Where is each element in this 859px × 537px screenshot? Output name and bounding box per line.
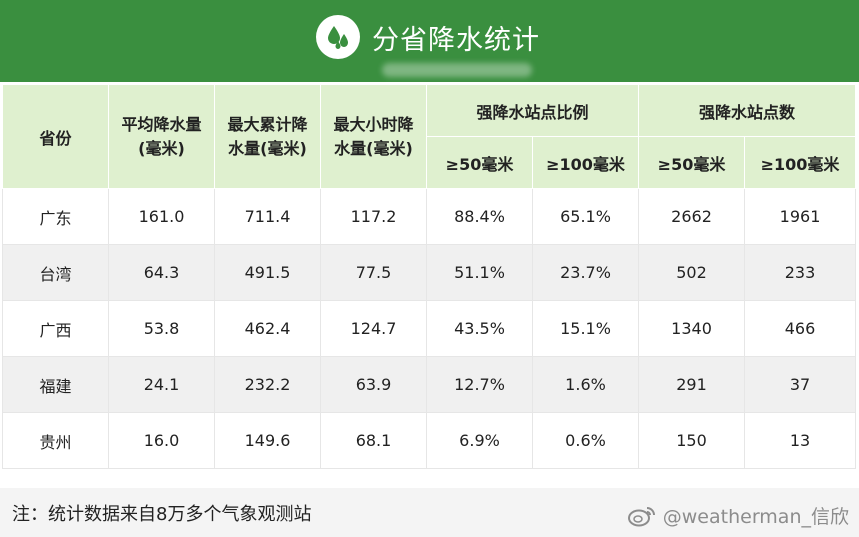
header-ratio-50: ≥50毫米 [426,136,533,189]
cell-count-100: 37 [744,356,857,413]
cell-ratio-50: 88.4% [426,188,533,245]
header-count-50: ≥50毫米 [638,136,746,189]
cell-ratio-50: 51.1% [426,244,533,301]
cell-province: 台湾 [2,244,109,301]
precipitation-table: 省份 平均降水量 (毫米) 最大累计降 水量(毫米) 最大小时降 水量(毫米) … [2,84,857,469]
cell-max-hourly: 124.7 [320,300,427,357]
cell-avg: 24.1 [108,356,215,413]
table-row: 贵州 16.0 149.6 68.1 6.9% 0.6% 150 13 [2,412,857,469]
header-province: 省份 [2,84,109,189]
cell-province: 广西 [2,300,109,357]
cell-max-hourly: 63.9 [320,356,427,413]
table-header-row: 省份 平均降水量 (毫米) 最大累计降 水量(毫米) 最大小时降 水量(毫米) … [2,84,857,189]
cell-province: 福建 [2,356,109,413]
cell-count-50: 150 [638,412,746,469]
cell-avg: 161.0 [108,188,215,245]
cell-max-cumulative: 491.5 [214,244,321,301]
cell-count-50: 1340 [638,300,746,357]
header-avg-rain-line2: (毫米) [138,138,185,158]
table-row: 福建 24.1 232.2 63.9 12.7% 1.6% 291 37 [2,356,857,413]
cell-max-hourly: 117.2 [320,188,427,245]
header-count-group: 强降水站点数 [638,84,857,137]
page-title: 分省降水统计 [372,24,540,56]
cell-ratio-100: 15.1% [531,300,640,357]
cell-province: 贵州 [2,412,109,469]
title-banner: 分省降水统计 [0,0,859,82]
cell-max-cumulative: 462.4 [214,300,321,357]
weibo-watermark: @weatherman_信欣 [627,502,849,529]
weibo-logo-icon [627,505,657,527]
header-count-100: ≥100毫米 [744,136,857,189]
header-max-hourly-line2: 水量(毫米) [334,138,413,158]
cell-max-cumulative: 232.2 [214,356,321,413]
header-ratio-100: ≥100毫米 [531,136,640,189]
cell-avg: 64.3 [108,244,215,301]
table-row: 广东 161.0 711.4 117.2 88.4% 65.1% 2662 19… [2,188,857,245]
cell-max-hourly: 68.1 [320,412,427,469]
cell-count-50: 291 [638,356,746,413]
header-max-hourly-line1: 最大小时降 [333,114,414,134]
cell-count-50: 502 [638,244,746,301]
header-max-cumulative: 最大累计降 水量(毫米) [214,84,321,189]
cell-ratio-100: 0.6% [531,412,640,469]
cell-count-100: 13 [744,412,857,469]
footnote: 注：统计数据来自8万多个气象观测站 [12,504,312,525]
header-avg-rain: 平均降水量 (毫米) [108,84,215,189]
cell-ratio-50: 43.5% [426,300,533,357]
cell-count-100: 233 [744,244,857,301]
raindrops-icon [316,15,360,59]
cell-max-hourly: 77.5 [320,244,427,301]
header-ratio-group: 强降水站点比例 [425,84,640,137]
cell-ratio-50: 6.9% [426,412,533,469]
cell-count-50: 2662 [638,188,746,245]
cell-avg: 53.8 [108,300,215,357]
cell-ratio-100: 1.6% [531,356,640,413]
cell-count-100: 1961 [744,188,857,245]
cell-count-100: 466 [744,300,857,357]
cell-max-cumulative: 711.4 [214,188,321,245]
cell-ratio-50: 12.7% [426,356,533,413]
title-group: 分省降水统计 [316,13,540,61]
cell-avg: 16.0 [108,412,215,469]
table-row: 广西 53.8 462.4 124.7 43.5% 15.1% 1340 466 [2,300,857,357]
header-max-hourly: 最大小时降 水量(毫米) [320,84,427,189]
header-max-cumulative-line2: 水量(毫米) [228,138,307,158]
watermark-text: @weatherman_信欣 [662,506,849,528]
cell-ratio-100: 65.1% [531,188,640,245]
footnote-bar: 注：统计数据来自8万多个气象观测站 [0,488,859,537]
table-row: 台湾 64.3 491.5 77.5 51.1% 23.7% 502 233 [2,244,857,301]
table-subheader-row: ≥50毫米 ≥100毫米 ≥50毫米 ≥100毫米 [3,136,857,189]
cell-province: 广东 [2,188,109,245]
header-max-cumulative-line1: 最大累计降 [227,114,308,134]
cell-ratio-100: 23.7% [531,244,640,301]
header-avg-rain-line1: 平均降水量 [121,114,202,134]
blurred-subtitle [382,63,532,77]
cell-max-cumulative: 149.6 [214,412,321,469]
